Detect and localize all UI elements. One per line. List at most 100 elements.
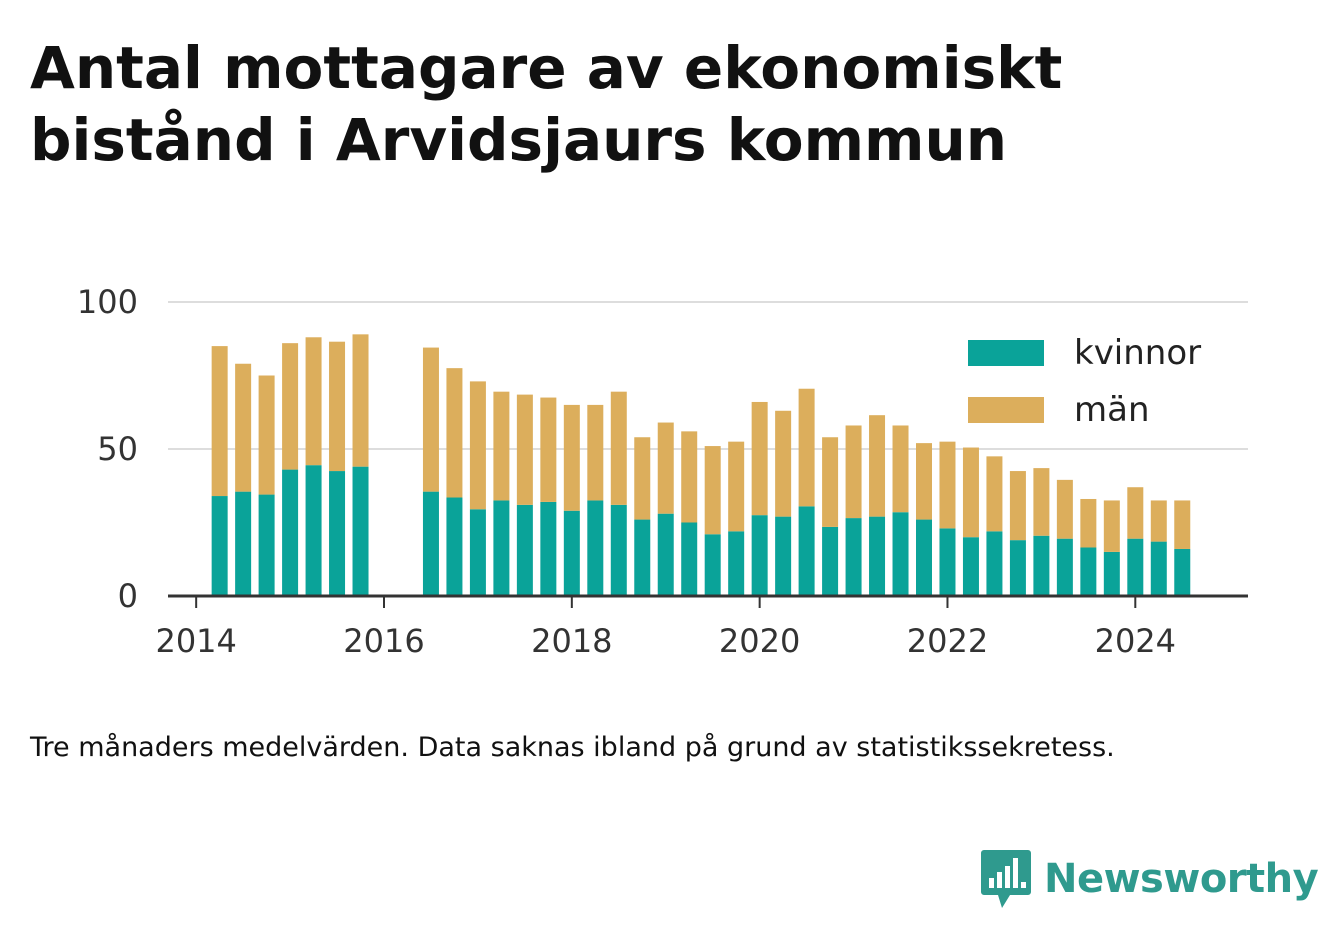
bar-man (962, 447, 979, 538)
bar-kvinnor (1056, 538, 1073, 596)
bar-man (352, 334, 369, 467)
legend-swatch-man (968, 397, 1044, 423)
bar-man (869, 415, 886, 517)
bar-man (305, 337, 322, 466)
bar-kvinnor (916, 519, 932, 596)
bar-kvinnor (282, 469, 299, 596)
bar-man (892, 425, 909, 513)
bar-man (775, 410, 792, 517)
bar-man (986, 456, 1003, 532)
stacked-bar-chart: 0 50 100 2014 2016 2018 2020 2022 2024 kvinnor mä… (77, 283, 1248, 660)
bar-kvinnor (446, 497, 463, 596)
bar-chart-speech-bubble-icon (981, 850, 1031, 908)
bar-kvinnor (775, 516, 792, 596)
y-tick-label: 0 (118, 577, 138, 615)
bar-man (282, 343, 299, 470)
chart-title: Antal mottagare av ekonomiskt bistånd i … (30, 34, 1063, 174)
bar-man (845, 425, 862, 519)
bar-kvinnor (235, 491, 252, 596)
bar-kvinnor (798, 506, 815, 596)
bar-man (516, 394, 533, 505)
bar-man (1127, 487, 1144, 539)
bar-kvinnor (1127, 538, 1144, 596)
bar-man (235, 363, 252, 492)
bar-kvinnor (305, 465, 322, 596)
bar-kvinnor (986, 531, 1003, 596)
bar-kvinnor (1009, 540, 1026, 596)
bar-man (493, 391, 510, 501)
bars (211, 334, 1191, 596)
bar-man (563, 404, 580, 511)
bar-man (422, 347, 439, 492)
bar-man (1103, 500, 1120, 552)
bar-kvinnor (587, 500, 604, 596)
bar-man (469, 381, 486, 510)
x-tick-label: 2020 (719, 622, 800, 660)
bar-man (798, 388, 815, 507)
bar-kvinnor (469, 509, 486, 596)
bar-kvinnor (681, 522, 698, 596)
footnote: Tre månaders medelvärden. Data saknas ib… (30, 732, 1115, 763)
bar-kvinnor (563, 510, 580, 596)
x-tick-label: 2024 (1095, 622, 1176, 660)
bar-kvinnor (1080, 547, 1097, 596)
bar-kvinnor (822, 526, 839, 596)
bar-man (329, 341, 346, 472)
bar-kvinnor (634, 519, 651, 596)
bar-kvinnor (728, 531, 745, 596)
x-tick-label: 2014 (155, 622, 236, 660)
x-tick-label: 2022 (907, 622, 988, 660)
bar-kvinnor (329, 471, 346, 596)
y-tick-label: 100 (77, 283, 138, 321)
bar-kvinnor (869, 516, 886, 596)
bar-man (681, 431, 698, 523)
bar-man (1056, 479, 1073, 539)
bar-kvinnor (352, 466, 369, 596)
bar-man (939, 441, 956, 529)
bar-kvinnor (610, 504, 627, 596)
bar-kvinnor (939, 528, 956, 596)
bar-man (1150, 500, 1167, 542)
bar-kvinnor (211, 496, 228, 596)
bar-man (657, 422, 674, 514)
bar-kvinnor (751, 515, 768, 596)
bar-kvinnor (422, 491, 439, 596)
bar-man (728, 441, 745, 532)
newsworthy-logo[interactable]: Newsworthy (980, 848, 1319, 910)
bar-kvinnor (493, 500, 510, 596)
legend-label: män (1074, 390, 1150, 430)
bar-kvinnor (1103, 551, 1120, 596)
y-tick-label: 50 (97, 430, 138, 468)
chart-area: 0 50 100 2014 2016 2018 2020 2022 2024 kvinnor mä… (0, 270, 1322, 690)
bar-man (211, 346, 228, 497)
bar-man (587, 404, 604, 501)
bar-man (916, 443, 932, 520)
brand-name: Newsworthy (1044, 856, 1319, 902)
bar-kvinnor (258, 494, 275, 596)
bar-kvinnor (1150, 541, 1167, 596)
bar-man (822, 437, 839, 527)
bar-kvinnor (516, 504, 533, 596)
bar-man (446, 368, 463, 498)
axes: 0 50 100 2014 2016 2018 2020 2022 2024 (77, 283, 1248, 660)
bar-man (1033, 468, 1050, 536)
bar-man (751, 401, 768, 516)
x-tick-label: 2018 (531, 622, 612, 660)
bar-kvinnor (540, 501, 557, 596)
legend-label: kvinnor (1074, 333, 1201, 373)
bar-man (1080, 498, 1097, 548)
bar-man (1009, 471, 1026, 541)
bar-kvinnor (892, 512, 909, 596)
bar-kvinnor (845, 518, 862, 596)
bar-man (634, 437, 651, 520)
bar-man (1174, 500, 1191, 549)
bar-kvinnor (1033, 535, 1050, 596)
bar-man (258, 375, 275, 495)
bar-man (540, 397, 557, 502)
bar-kvinnor (657, 513, 674, 596)
bar-man (610, 391, 627, 505)
bar-kvinnor (704, 534, 721, 596)
bar-man (704, 446, 721, 535)
legend-swatch-kvinnor (968, 340, 1044, 366)
bar-kvinnor (1174, 548, 1191, 596)
